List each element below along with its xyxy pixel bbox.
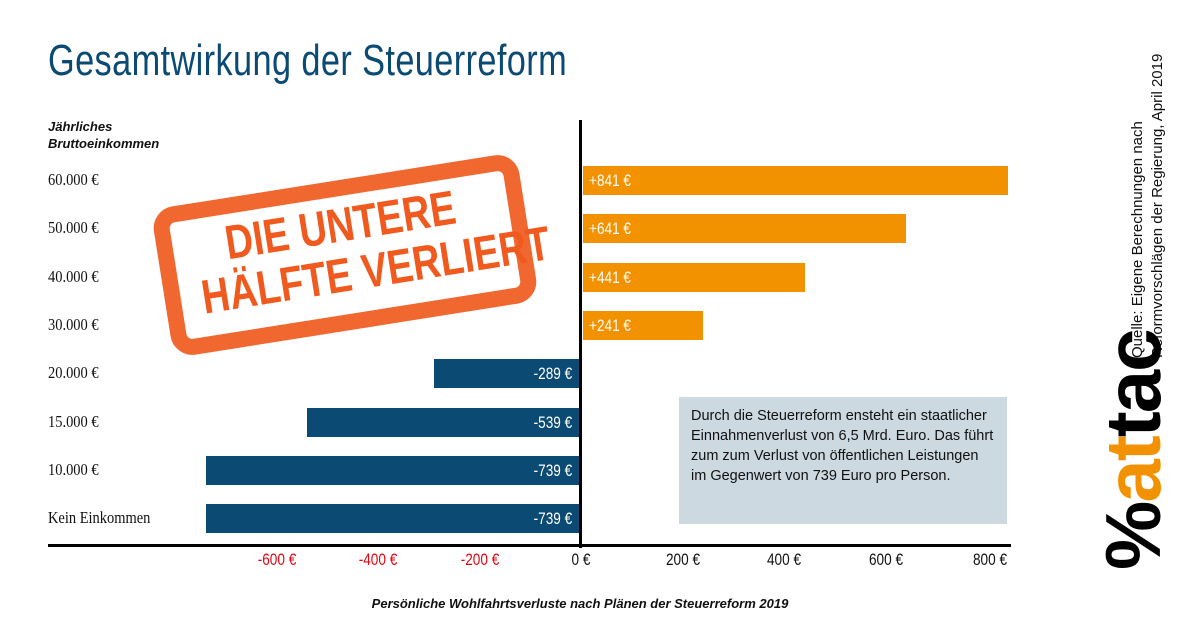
bar-value-label: -739 € <box>533 460 572 480</box>
category-label: 60.000 € <box>48 170 99 189</box>
x-tick-label: 600 € <box>868 550 903 569</box>
source-line-1: Quelle: Eigene Berechnungen nach <box>1129 121 1146 358</box>
bar-negative <box>205 504 579 534</box>
bar-positive <box>583 262 805 292</box>
x-axis-line <box>48 544 1011 547</box>
bar-positive <box>583 214 907 244</box>
x-tick-label: -400 € <box>358 550 398 569</box>
y-axis-label-line1: Jährliches <box>48 119 113 134</box>
category-label: Kein Einkommen <box>48 508 151 528</box>
bar-value-label: +441 € <box>589 267 631 287</box>
logo-percent: % <box>1089 502 1177 570</box>
bar-value-label: -539 € <box>533 412 572 432</box>
bar-value-label: -739 € <box>533 509 572 529</box>
stamp-badge: DIE UNTERE HÄLFTE VERLIERT <box>150 151 554 359</box>
source-note: Quelle: Eigene Berechnungen nach Reformv… <box>1128 54 1168 358</box>
category-label: 50.000 € <box>48 218 99 238</box>
info-box: Durch die Steuerreform ensteht ein staat… <box>679 397 1007 524</box>
bar-value-label: +841 € <box>589 171 631 190</box>
bar-negative <box>434 359 579 389</box>
bar-negative <box>307 407 579 437</box>
bar-positive <box>583 166 1008 195</box>
y-axis-label-line2: Bruttoeinkommen <box>48 136 160 151</box>
category-label: 30.000 € <box>48 314 99 334</box>
category-label: 40.000 € <box>48 266 99 286</box>
x-tick-label: -200 € <box>460 550 499 569</box>
category-label: 10.000 € <box>48 459 99 479</box>
x-tick-label: 800 € <box>972 550 1008 569</box>
bar-value-label: +241 € <box>589 315 631 335</box>
logo-at: at <box>1089 437 1177 503</box>
category-label: 15.000 € <box>48 411 99 431</box>
zero-axis-line <box>579 120 582 548</box>
category-label: 20.000 € <box>48 363 99 383</box>
logo-tac: tac <box>1089 330 1177 438</box>
x-tick-label: 200 € <box>665 550 700 569</box>
bar-value-label: +641 € <box>589 219 631 239</box>
bar-negative <box>205 455 579 485</box>
y-axis-label: Jährliches Bruttoeinkommen <box>48 118 159 152</box>
x-tick-label: -600 € <box>257 550 296 569</box>
bar-positive <box>583 310 704 340</box>
x-tick-label: 0 € <box>571 550 591 569</box>
source-line-2: Reformvorschlägen der Regierung, April 2… <box>1149 53 1166 358</box>
page-title: Gesamtwirkung der Steuerreform <box>48 36 568 85</box>
bar-value-label: -289 € <box>533 364 572 384</box>
attac-logo: %attac <box>1089 331 1177 570</box>
x-axis-label: Persönliche Wohlfahrtsverluste nach Plän… <box>371 596 789 611</box>
x-tick-label: 400 € <box>766 550 802 569</box>
